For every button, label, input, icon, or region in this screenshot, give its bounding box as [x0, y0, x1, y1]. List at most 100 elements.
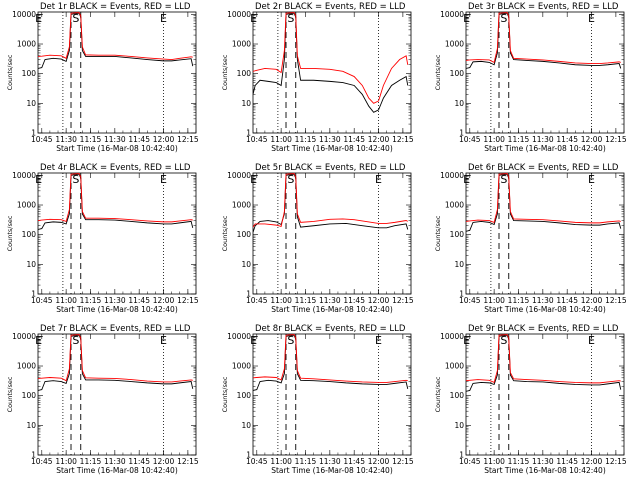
y-tick-label: 10 [241, 99, 251, 108]
x-tick-label: 11:15 [295, 135, 317, 144]
x-tick-label: 12:00 [581, 296, 603, 305]
y-tick-label: 10 [26, 421, 36, 430]
x-tick-label: 11:00 [55, 457, 77, 466]
y-axis-label: Counts/sec [434, 215, 442, 251]
series-line-events [38, 12, 194, 69]
x-tick-label: 11:15 [295, 296, 317, 305]
y-tick-label: 1000 [17, 40, 36, 49]
x-tick-label: 11:00 [270, 457, 292, 466]
chart-panel-9: Det 9r BLACK = Events, RED = LLD 1 10 100 10… [434, 324, 627, 475]
chart-title: Det 9r BLACK = Events, RED = LLD [468, 324, 619, 334]
x-tick-label: 12:00 [368, 296, 390, 305]
x-tick-label: 10:45 [459, 457, 481, 466]
axes-frame [465, 11, 625, 134]
axes-frame [37, 172, 197, 295]
x-tick-label: 12:00 [153, 296, 175, 305]
x-tick-label: 10:45 [459, 296, 481, 305]
x-tick-label: 10:45 [246, 135, 268, 144]
x-tick-label: 11:00 [483, 135, 505, 144]
annotation-letter: S [287, 173, 294, 186]
x-tick-label: 12:15 [177, 296, 199, 305]
annotation-letter: E [463, 334, 470, 347]
series-line-lld [38, 12, 193, 60]
x-tick-label: 10:45 [459, 135, 481, 144]
x-tick-label: 10:45 [246, 457, 268, 466]
axes-frame [37, 333, 197, 456]
x-tick-label: 12:00 [581, 135, 603, 144]
axes-frame [465, 172, 625, 295]
annotation-letter: S [500, 173, 507, 186]
annotation-letter: E [250, 173, 257, 186]
chart-panel-8: Det 8r BLACK = Events, RED = LLD 1 10 100 10… [221, 324, 414, 475]
y-tick-label: 100 [237, 69, 252, 78]
y-tick-label: 100 [22, 230, 37, 239]
x-tick-label: 12:15 [605, 135, 627, 144]
annotation-letter: S [72, 173, 79, 186]
chart-title: Det 4r BLACK = Events, RED = LLD [40, 163, 191, 173]
series-line-events [253, 173, 409, 233]
series-line-lld [253, 12, 409, 104]
series-line-events [466, 334, 622, 392]
y-tick-label: 1000 [17, 201, 36, 210]
annotation-letter: S [72, 12, 79, 25]
x-tick-label: 11:45 [556, 135, 578, 144]
axes-frame [252, 11, 412, 134]
chart-panel-7: Det 7r BLACK = Events, RED = LLD 1 10 100 10… [6, 324, 199, 475]
x-tick-label: 11:45 [343, 135, 365, 144]
y-tick-label: 10000 [440, 332, 464, 341]
y-tick-label: 10000 [12, 171, 36, 180]
x-tick-label: 11:00 [483, 296, 505, 305]
x-axis-label: Start Time (16-Mar-08 10:42:40) [56, 305, 178, 314]
series-line-events [466, 12, 622, 69]
y-axis-label: Counts/sec [221, 54, 229, 90]
y-axis-label: Counts/sec [434, 376, 442, 412]
x-tick-label: 12:15 [605, 457, 627, 466]
y-tick-label: 1 [31, 129, 36, 138]
x-tick-label: 11:45 [556, 296, 578, 305]
y-axis-label: Counts/sec [6, 376, 14, 412]
chart-panel-4: Det 4r BLACK = Events, RED = LLD 1 10 100 10… [6, 163, 199, 314]
y-tick-label: 100 [22, 69, 37, 78]
axes-frame [252, 172, 412, 295]
annotation-letter: E [250, 12, 257, 25]
x-axis-label: Start Time (16-Mar-08 10:42:40) [56, 144, 178, 153]
x-tick-label: 12:15 [177, 135, 199, 144]
series-line-lld [253, 334, 408, 383]
annotation-letter: E [35, 173, 42, 186]
x-tick-label: 12:00 [153, 457, 175, 466]
x-tick-label: 12:00 [581, 457, 603, 466]
y-tick-label: 10000 [227, 332, 251, 341]
x-axis-label: Start Time (16-Mar-08 10:42:40) [484, 144, 606, 153]
x-tick-label: 12:00 [153, 135, 175, 144]
x-tick-label: 11:30 [104, 457, 126, 466]
x-tick-label: 11:30 [319, 457, 341, 466]
y-tick-label: 1000 [445, 362, 464, 371]
y-tick-label: 100 [450, 230, 465, 239]
annotation-letter: S [500, 12, 507, 25]
x-axis-label: Start Time (16-Mar-08 10:42:40) [56, 466, 178, 475]
y-tick-label: 10000 [227, 171, 251, 180]
y-axis-label: Counts/sec [221, 215, 229, 251]
series-line-lld [466, 173, 621, 224]
y-tick-label: 10000 [12, 10, 36, 19]
y-tick-label: 10 [454, 99, 464, 108]
annotation-letter: E [35, 334, 42, 347]
x-tick-label: 11:00 [270, 135, 292, 144]
y-tick-label: 10000 [440, 171, 464, 180]
series-line-lld [253, 173, 408, 228]
y-tick-label: 100 [237, 230, 252, 239]
y-tick-label: 10 [241, 421, 251, 430]
y-tick-label: 10 [26, 99, 36, 108]
y-tick-label: 1 [459, 129, 464, 138]
y-tick-label: 100 [450, 391, 465, 400]
x-tick-label: 11:30 [104, 296, 126, 305]
x-axis-label: Start Time (16-Mar-08 10:42:40) [271, 144, 393, 153]
y-tick-label: 10000 [227, 10, 251, 19]
x-axis-label: Start Time (16-Mar-08 10:42:40) [271, 305, 393, 314]
chart-title: Det 3r BLACK = Events, RED = LLD [468, 2, 619, 12]
y-tick-label: 1 [246, 451, 251, 460]
x-tick-label: 11:45 [128, 457, 150, 466]
x-tick-label: 10:45 [31, 135, 53, 144]
x-tick-label: 12:00 [368, 457, 390, 466]
